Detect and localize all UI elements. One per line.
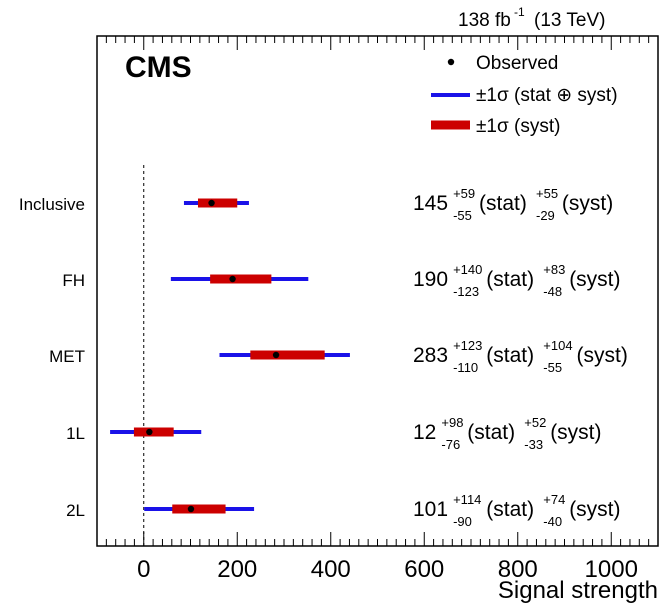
legend-total-label: ±1σ (stat ⊕ syst) [476,85,618,106]
syst-down: -55 [543,360,562,375]
observed-point [229,275,236,283]
energy-label: (13 TeV) [534,10,605,31]
result-value: 12 [413,421,436,444]
row-inclusive: Inclusive 145 +59 -55 (stat) +55 -29 (syst) [19,186,613,223]
stat-up: +123 [453,338,482,353]
data-rows: Inclusive 145 +59 -55 (stat) +55 -29 (syst) FH 19… [19,186,628,529]
stat-up: +140 [453,262,482,277]
legend-syst-label: ±1σ (syst) [476,116,560,137]
observed-point [208,199,215,207]
syst-down: -29 [536,208,555,223]
row-fh: FH 190 +140 -123 (stat) +83 -48 (syst) [62,262,620,299]
lumi-exponent: -1 [514,5,525,19]
syst-label: (syst) [577,344,628,367]
x-tick-label: 800 [498,556,538,583]
category-label: Inclusive [19,195,85,214]
syst-up: +74 [543,492,565,507]
plot-frame [96,35,659,547]
category-label: MET [49,347,85,366]
observed-point [146,428,153,436]
category-label: FH [62,271,85,290]
syst-down: -48 [543,284,562,299]
stat-down: -90 [453,514,472,529]
result-value: 145 [413,192,448,215]
stat-label: (stat) [486,498,534,521]
syst-down: -33 [524,437,543,452]
result-value: 101 [413,498,448,521]
legend-observed-marker [447,58,455,66]
row-2l: 2L 101 +114 -90 (stat) +74 -40 (syst) [66,492,620,529]
stat-label: (stat) [467,421,515,444]
x-tick-label: 400 [311,556,351,583]
x-tick-label: 1000 [585,556,638,583]
x-tick-label: 0 [137,556,150,583]
x-tick-label: 600 [404,556,444,583]
observed-point [272,351,280,359]
stat-down: -76 [441,437,460,452]
stat-label: (stat) [479,192,527,215]
category-label: 2L [66,501,85,520]
syst-label: (syst) [550,421,601,444]
x-axis: 0 200 400 600 800 1000 [96,36,659,583]
syst-label: (syst) [569,498,620,521]
syst-up: +83 [543,262,565,277]
result-value: 190 [413,268,448,291]
stat-down: -55 [453,208,472,223]
stat-up: +59 [453,186,475,201]
cms-label: CMS [125,51,192,84]
lumi-value: 138 fb [458,10,511,31]
syst-down: -40 [543,514,562,529]
row-met: MET 283 +123 -110 (stat) +104 -55 (syst) [49,338,628,375]
x-axis-label: Signal strength [498,577,658,604]
category-label: 1L [66,424,85,443]
observed-point [187,505,195,513]
syst-up: +55 [536,186,558,201]
stat-label: (stat) [486,344,534,367]
stat-up: +114 [453,492,481,507]
syst-up: +52 [524,415,546,430]
stat-down: -123 [453,284,479,299]
legend: Observed ±1σ (stat ⊕ syst) ±1σ (syst) [431,53,618,137]
syst-up: +104 [543,338,572,353]
stat-up: +98 [441,415,463,430]
result-value: 283 [413,344,448,367]
stat-label: (stat) [486,268,534,291]
syst-label: (syst) [569,268,620,291]
legend-observed-label: Observed [476,53,558,74]
syst-label: (syst) [562,192,613,215]
lumi-label: 138 fb -1 (13 TeV) [458,5,605,31]
row-1l: 1L 12 +98 -76 (stat) +52 -33 (syst) [66,415,601,452]
stat-down: -110 [453,360,478,375]
x-tick-label: 200 [217,556,257,583]
